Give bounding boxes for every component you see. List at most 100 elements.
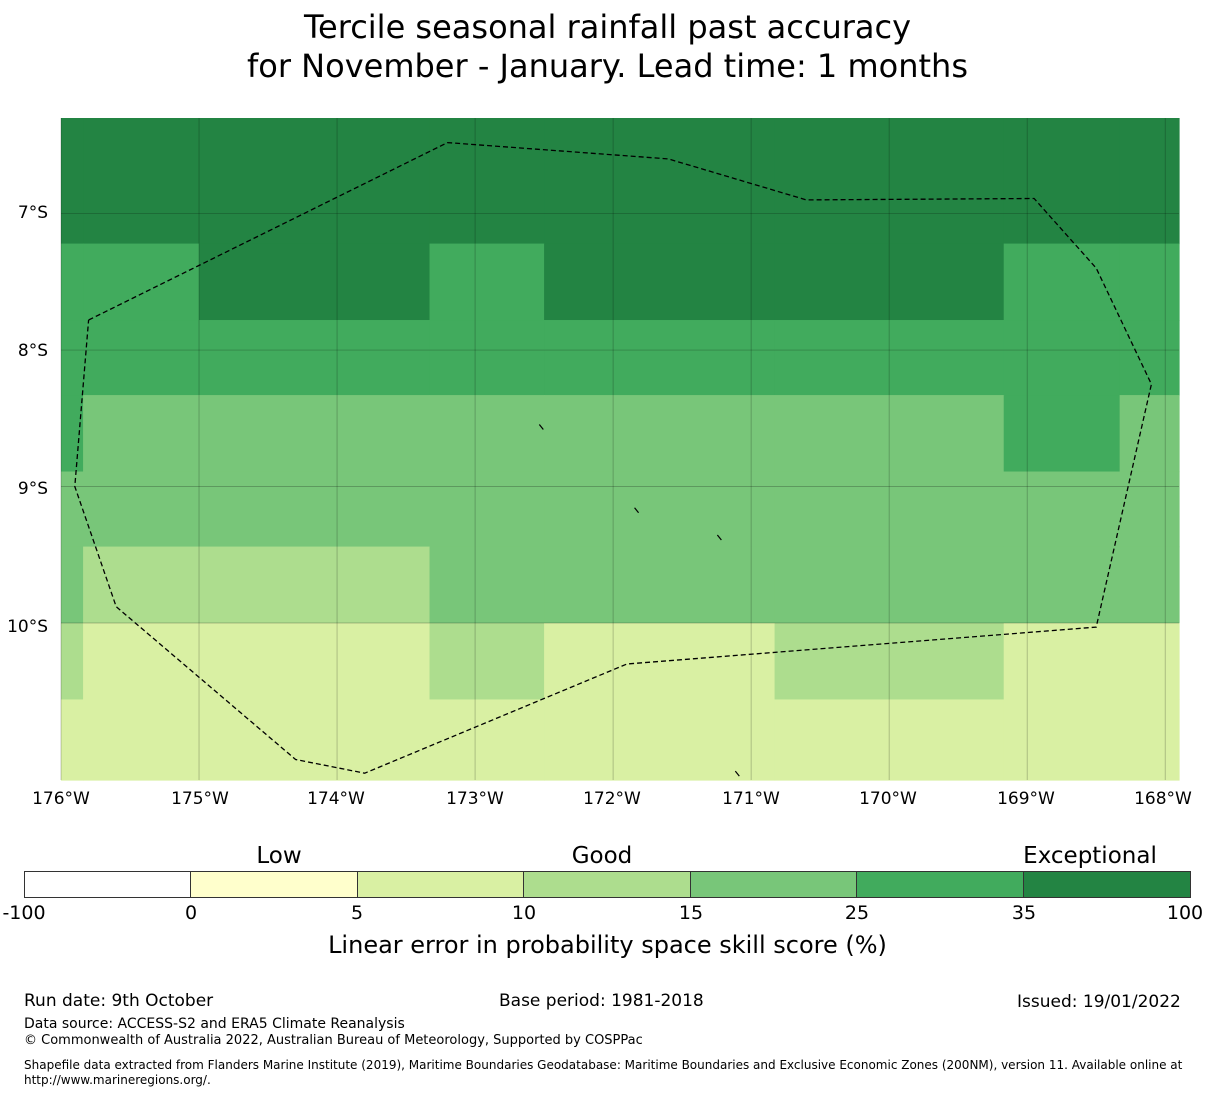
skill-cell	[83, 395, 200, 473]
skill-cell	[199, 623, 431, 701]
skill-cell	[83, 471, 200, 548]
skill-cell	[429, 395, 545, 473]
skill-cell	[544, 320, 776, 396]
skill-cell	[774, 320, 1005, 396]
skill-cell	[1003, 243, 1121, 321]
skill-cell	[199, 546, 431, 624]
colorbar-tick: -100	[2, 902, 46, 924]
colorbar-tick: 25	[844, 902, 870, 924]
colorbar-segment	[524, 872, 691, 897]
island-marker	[538, 424, 544, 430]
skill-cell	[1003, 118, 1121, 245]
colorbar-tick: 15	[678, 902, 704, 924]
skill-cell	[1119, 320, 1180, 396]
island-marker	[634, 507, 640, 514]
colorbar-label: Linear error in probability space skill …	[328, 931, 887, 959]
skill-cell	[83, 320, 200, 396]
skill-cell	[199, 471, 431, 548]
skill-cell	[61, 546, 84, 624]
skill-cell	[1003, 320, 1121, 396]
skill-cell	[774, 699, 1005, 781]
skill-cell	[1119, 395, 1180, 473]
data-source: Data source: ACCESS-S2 and ERA5 Climate …	[24, 1016, 405, 1032]
colorbar-tick: 10	[511, 902, 537, 924]
skill-cell	[61, 623, 84, 701]
skill-cell	[429, 320, 545, 396]
lon-label-176w: 176°W	[32, 789, 90, 809]
islands	[538, 424, 740, 777]
colorbar	[24, 871, 1191, 898]
skill-cell	[61, 118, 84, 245]
skill-cell	[199, 118, 431, 245]
skill-cell	[544, 546, 776, 624]
skill-cell	[61, 243, 84, 321]
skill-cell	[1119, 546, 1180, 624]
skill-cell	[429, 243, 545, 321]
graticule	[60, 118, 1179, 780]
skill-cell	[774, 395, 1005, 473]
skill-cell	[774, 546, 1005, 624]
issued-date: Issued: 19/01/2022	[1017, 992, 1181, 1012]
skill-cell	[83, 699, 200, 781]
skill-cell	[1003, 623, 1121, 701]
shapefile-note: Shapefile data extracted from Flanders M…	[24, 1058, 1183, 1087]
eez-boundary	[74, 141, 1153, 774]
skill-cell	[199, 395, 431, 473]
skill-cell	[774, 623, 1005, 701]
legend-category-good: Good	[571, 843, 633, 869]
skill-cell	[544, 118, 776, 245]
skill-cell	[61, 395, 84, 473]
skill-cell	[1119, 118, 1180, 245]
map-title-line-1: Tercile seasonal rainfall past accuracy	[303, 8, 912, 46]
skill-cell	[544, 699, 776, 781]
skill-cell	[544, 471, 776, 548]
skill-cell	[1119, 243, 1180, 321]
skill-cell	[1003, 471, 1121, 548]
colorbar-segment	[857, 872, 1024, 897]
skill-cell	[83, 623, 200, 701]
skill-cell	[61, 471, 84, 548]
lon-label-171w: 171°W	[722, 789, 780, 809]
skill-cell	[1119, 623, 1180, 701]
skill-cell	[61, 699, 84, 781]
lon-label-172w: 172°W	[583, 789, 641, 809]
copyright: © Commonwealth of Australia 2022, Austra…	[24, 1033, 643, 1048]
skill-cell	[61, 320, 84, 396]
skill-cell	[429, 699, 545, 781]
skill-cell	[544, 243, 776, 321]
colorbar-segment	[1023, 872, 1190, 897]
colorbar-segment	[357, 872, 525, 897]
colorbar-segment	[191, 872, 358, 897]
skill-cell	[429, 546, 545, 624]
skill-cell	[1119, 699, 1180, 781]
skill-cell	[83, 546, 200, 624]
skill-cell	[429, 471, 545, 548]
skill-cells	[61, 118, 1180, 781]
colorbar-tick: 5	[350, 902, 364, 924]
skill-cell	[199, 320, 431, 396]
legend-category-low: Low	[256, 843, 302, 869]
lat-label-10s: 10°S	[7, 617, 48, 637]
lon-label-169w: 169°W	[997, 789, 1055, 809]
skill-cell	[544, 395, 776, 473]
skill-cell	[1003, 546, 1121, 624]
skill-cell	[1003, 699, 1121, 781]
base-period: Base period: 1981-2018	[499, 991, 704, 1011]
map-title-line-2: for November - January. Lead time: 1 mon…	[247, 47, 968, 85]
skill-cell	[1119, 471, 1180, 548]
skill-cell	[1003, 395, 1121, 473]
skill-cell	[774, 118, 1005, 245]
legend-category-exceptional: Exceptional	[1023, 843, 1157, 869]
colorbar-tick: 100	[1166, 902, 1204, 924]
run-date: Run date: 9th October	[24, 991, 214, 1011]
skill-cell	[199, 243, 431, 321]
lon-label-168w: 168°W	[1134, 789, 1192, 809]
colorbar-tick: 35	[1011, 902, 1037, 924]
island-marker	[716, 534, 722, 541]
island-marker	[734, 770, 740, 777]
colorbar-segment	[690, 872, 858, 897]
skill-cell	[83, 243, 200, 321]
lat-label-9s: 9°S	[17, 479, 48, 499]
colorbar-tick: 0	[184, 902, 198, 924]
skill-cell	[544, 623, 776, 701]
